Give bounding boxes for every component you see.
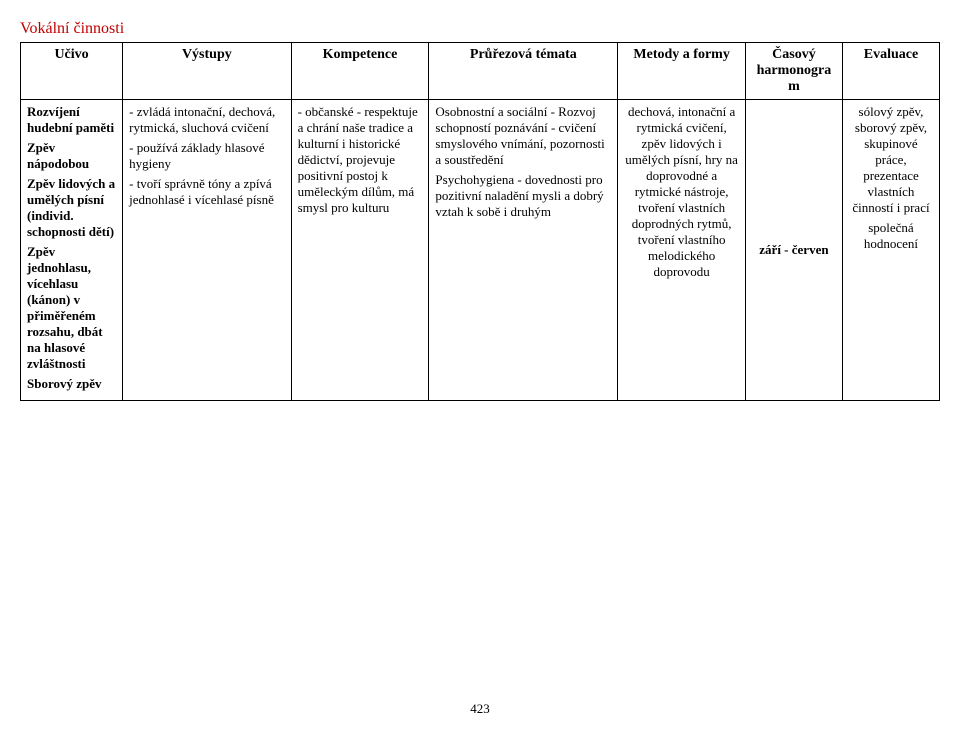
cell-evaluace: sólový zpěv, sborový zpěv, skupinové prá… xyxy=(842,100,939,401)
vystupy-p3: - tvoří správně tóny a zpívá jednohlasé … xyxy=(129,176,284,208)
prurezova-p2: Psychohygiena - dovednosti pro pozitivní… xyxy=(435,172,611,220)
ucivo-p2: Zpěv nápodobou xyxy=(27,140,116,172)
ucivo-p5: Sborový zpěv xyxy=(27,376,116,392)
ucivo-p1: Rozvíjení hudební paměti xyxy=(27,104,116,136)
evaluace-p1: sólový zpěv, sborový zpěv, skupinové prá… xyxy=(849,104,933,216)
header-prurezova: Průřezová témata xyxy=(429,43,618,100)
table-row: Rozvíjení hudební paměti Zpěv nápodobou … xyxy=(21,100,940,401)
header-metody: Metody a formy xyxy=(618,43,746,100)
vystupy-p1: - zvládá intonační, dechová, rytmická, s… xyxy=(129,104,284,136)
header-kompetence: Kompetence xyxy=(291,43,429,100)
header-evaluace: Evaluace xyxy=(842,43,939,100)
section-title: Vokální činnosti xyxy=(20,20,940,38)
cell-metody: dechová, intonační a rytmická cvičení, z… xyxy=(618,100,746,401)
ucivo-p3: Zpěv lidových a umělých písní (individ. … xyxy=(27,176,116,240)
table-header-row: Učivo Výstupy Kompetence Průřezová témat… xyxy=(21,43,940,100)
evaluace-p2: společná hodnocení xyxy=(849,220,933,252)
prurezova-p1: Osobnostní a sociální - Rozvoj schopnost… xyxy=(435,104,611,168)
header-vystupy: Výstupy xyxy=(123,43,291,100)
cell-vystupy: - zvládá intonační, dechová, rytmická, s… xyxy=(123,100,291,401)
header-casovy: Časový harmonogram xyxy=(745,43,842,100)
ucivo-p4: Zpěv jednohlasu, vícehlasu (kánon) v při… xyxy=(27,244,116,372)
cell-casovy: září - červen xyxy=(745,100,842,401)
casovy-p1: září - červen xyxy=(759,242,828,257)
kompetence-p1: - občanské - respektuje a chrání naše tr… xyxy=(298,104,423,216)
page-number: 423 xyxy=(20,701,940,717)
cell-ucivo: Rozvíjení hudební paměti Zpěv nápodobou … xyxy=(21,100,123,401)
vystupy-p2: - používá základy hlasové hygieny xyxy=(129,140,284,172)
cell-kompetence: - občanské - respektuje a chrání naše tr… xyxy=(291,100,429,401)
header-ucivo: Učivo xyxy=(21,43,123,100)
curriculum-table: Učivo Výstupy Kompetence Průřezová témat… xyxy=(20,42,940,401)
cell-prurezova: Osobnostní a sociální - Rozvoj schopnost… xyxy=(429,100,618,401)
metody-p1: dechová, intonační a rytmická cvičení, z… xyxy=(624,104,739,280)
